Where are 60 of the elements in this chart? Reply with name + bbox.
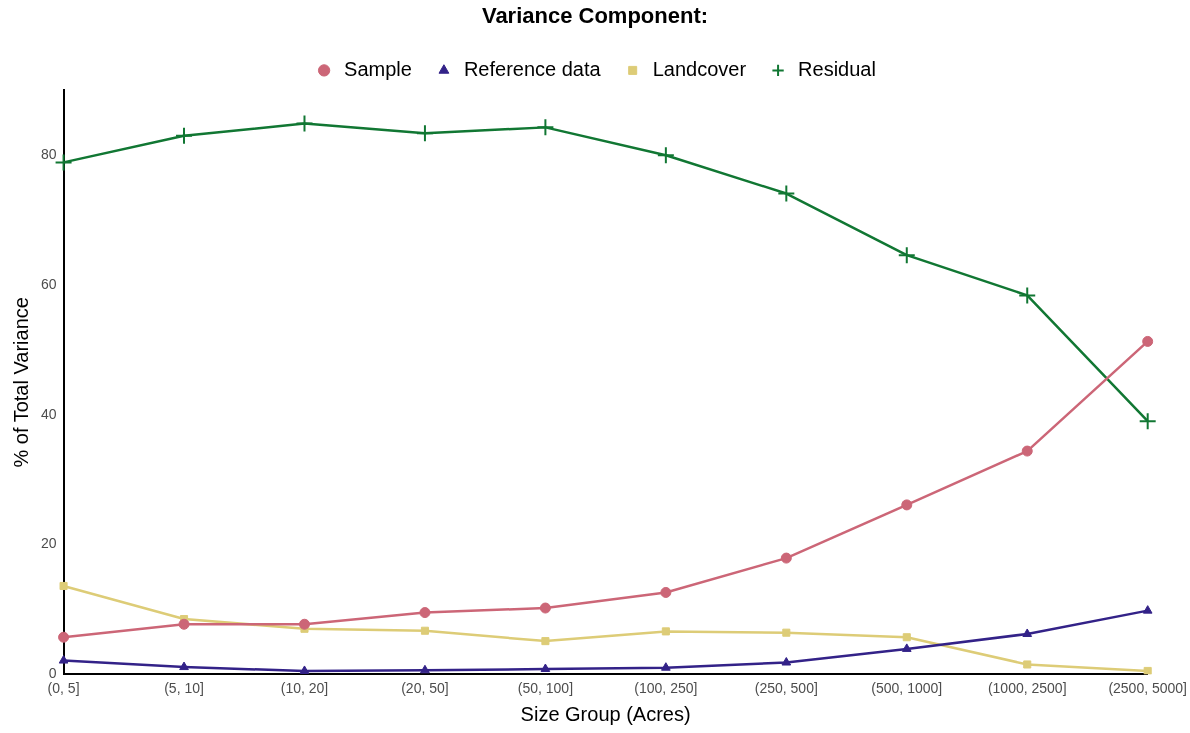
point: [540, 663, 551, 673]
point: [299, 665, 310, 674]
point: [175, 126, 194, 145]
point: [54, 153, 73, 172]
point: [656, 146, 675, 165]
legend-label: Landcover: [652, 57, 747, 80]
legend-label: Sample: [344, 57, 412, 80]
point: [295, 114, 314, 133]
x-axis-title: Size Group (Acres): [520, 702, 691, 725]
legend-label: Residual: [798, 57, 876, 80]
y-tick-label: 40: [40, 405, 57, 422]
point: [661, 662, 671, 671]
x-tick-label: (0, 5]: [47, 680, 80, 697]
point: [58, 655, 69, 664]
point: [415, 124, 434, 143]
point: [781, 657, 792, 666]
point: [660, 586, 672, 598]
point: [536, 118, 555, 137]
point: [178, 618, 190, 630]
point: [661, 627, 670, 636]
point: [780, 552, 792, 564]
x-tick-label: (10, 20]: [280, 680, 329, 697]
x-tick-label: (5, 10]: [164, 680, 204, 697]
point: [58, 631, 70, 643]
y-tick-label: 80: [40, 146, 57, 163]
point: [420, 664, 430, 674]
point: [902, 633, 911, 642]
y-axis-title: % of Total Variance: [9, 297, 32, 468]
x-tick-label: (500, 1000]: [871, 680, 943, 697]
point: [59, 581, 68, 591]
point: [901, 643, 912, 652]
x-tick-label: (100, 250]: [634, 680, 698, 697]
point: [539, 602, 551, 614]
point: [1142, 605, 1153, 614]
point: [1138, 412, 1157, 431]
point: [298, 618, 310, 630]
point: [901, 499, 913, 511]
y-tick-label: 0: [48, 665, 57, 682]
point: [1143, 666, 1152, 675]
point: [541, 637, 550, 646]
x-tick-label: (250, 500]: [754, 680, 818, 697]
point: [1022, 628, 1033, 637]
point: [1021, 445, 1033, 457]
legend-label: Reference data: [463, 57, 602, 80]
x-tick-label: (1000, 2500]: [987, 680, 1067, 697]
x-tick-label: (2500, 5000]: [1108, 680, 1187, 697]
legend-title: Variance Component:: [481, 3, 709, 29]
point: [1142, 335, 1154, 347]
y-tick-label: 60: [40, 275, 57, 292]
point: [179, 661, 189, 671]
x-tick-label: (50, 100]: [517, 680, 574, 697]
point: [420, 626, 429, 635]
point: [897, 246, 916, 265]
point: [1023, 660, 1032, 669]
point: [777, 184, 796, 203]
point: [1018, 286, 1037, 305]
point: [782, 628, 791, 637]
x-tick-label: (20, 50]: [401, 680, 449, 697]
y-tick-label: 20: [40, 535, 57, 552]
point: [419, 607, 431, 619]
